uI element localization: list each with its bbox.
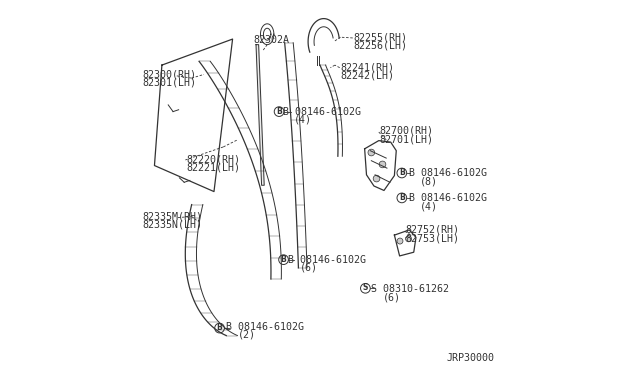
Text: (6): (6): [300, 263, 317, 273]
Text: (6): (6): [383, 293, 401, 302]
Text: 82335M(RH): 82335M(RH): [142, 212, 202, 221]
Text: (2): (2): [237, 330, 255, 340]
Text: 82753(LH): 82753(LH): [406, 233, 460, 243]
Text: 82301(LH): 82301(LH): [142, 78, 196, 87]
Circle shape: [368, 149, 374, 156]
Text: JRP30000: JRP30000: [447, 353, 495, 363]
Text: B: B: [281, 255, 287, 264]
Circle shape: [373, 175, 380, 182]
Text: 82700(RH): 82700(RH): [380, 126, 433, 136]
Circle shape: [379, 161, 386, 168]
Text: (4): (4): [294, 115, 312, 125]
Text: (8): (8): [420, 176, 438, 186]
Text: B: B: [276, 107, 282, 116]
Text: 82221(LH): 82221(LH): [186, 163, 240, 172]
Text: B 08146-6102G: B 08146-6102G: [410, 193, 487, 203]
Text: S: S: [363, 283, 368, 292]
Circle shape: [397, 238, 403, 244]
Text: 82300(RH): 82300(RH): [142, 70, 196, 79]
Polygon shape: [256, 45, 264, 185]
Circle shape: [406, 236, 412, 242]
Text: 82302A: 82302A: [253, 35, 290, 45]
Text: 82242(LH): 82242(LH): [340, 71, 394, 81]
Text: 82335N(LH): 82335N(LH): [142, 220, 202, 230]
Text: B 08146-6102G: B 08146-6102G: [227, 322, 304, 331]
Text: B: B: [217, 323, 223, 332]
Text: B 08146-6102G: B 08146-6102G: [289, 255, 366, 264]
Text: B 08146-6102G: B 08146-6102G: [283, 107, 361, 116]
Text: 82241(RH): 82241(RH): [340, 63, 394, 73]
Text: 82255(RH): 82255(RH): [353, 32, 408, 42]
Text: (4): (4): [420, 201, 438, 211]
Text: B 08146-6102G: B 08146-6102G: [410, 168, 487, 178]
Text: 82220(RH): 82220(RH): [186, 154, 240, 164]
Text: 82701(LH): 82701(LH): [380, 134, 433, 144]
Text: B: B: [399, 168, 404, 177]
Text: S 08310-61262: S 08310-61262: [371, 285, 449, 294]
Text: B: B: [399, 193, 404, 202]
Text: 82256(LH): 82256(LH): [353, 41, 408, 50]
Text: 82752(RH): 82752(RH): [406, 225, 460, 235]
